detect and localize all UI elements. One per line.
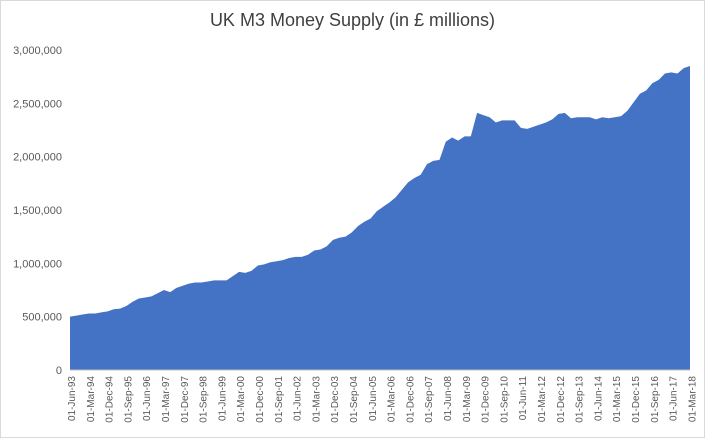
plot-area [70,66,690,370]
x-tick-label: 01-Jun-08 [443,376,454,421]
y-tick-label: 500,000 [22,312,62,324]
x-tick-label: 01-Jun-99 [217,376,228,421]
x-tick-label: 01-Sep-01 [274,376,285,423]
y-tick-label: 1,000,000 [13,258,62,270]
x-tick-label: 01-Jun-14 [593,376,604,421]
x-tick-label: 01-Mar-12 [537,376,548,423]
x-tick-label: 01-Mar-09 [462,376,473,423]
x-tick-label: 01-Sep-07 [424,376,435,423]
x-tick-label: 01-Jun-05 [368,376,379,421]
x-tick-label: 01-Mar-06 [387,376,398,423]
x-tick-label: 01-Dec-06 [405,376,416,423]
x-tick-label: 01-Mar-15 [612,376,623,423]
x-tick-label: 01-Sep-10 [499,376,510,423]
x-tick-label: 01-Sep-16 [650,376,661,423]
y-tick-label: 0 [56,365,62,377]
x-tick-label: 01-Sep-98 [199,376,210,423]
x-tick-label: 01-Dec-12 [556,376,567,423]
x-tick-label: 01-Jun-11 [518,376,529,421]
x-tick-label: 01-Mar-18 [687,376,698,423]
chart-title: UK M3 Money Supply (in £ millions) [209,10,496,30]
y-axis: 0 500,000 1,000,000 1,500,000 2,000,000 2,500… [13,45,62,377]
x-tick-label: 01-Jun-17 [669,376,680,421]
x-tick-label: 01-Mar-97 [161,376,172,423]
x-tick-label: 01-Dec-00 [255,376,266,423]
x-tick-label: 01-Sep-95 [123,376,134,423]
x-tick-label: 01-Dec-15 [631,376,642,423]
x-tick-label: 01-Mar-03 [311,376,322,423]
x-tick-label: 01-Sep-13 [575,376,586,423]
y-tick-label: 2,000,000 [13,152,62,164]
x-tick-label: 01-Jun-02 [293,376,304,421]
x-tick-label: 01-Mar-94 [86,376,97,423]
y-tick-label: 3,000,000 [13,45,62,57]
x-tick-label: 01-Dec-97 [180,376,191,423]
x-tick-label: 01-Sep-04 [349,376,360,423]
x-tick-label: 01-Dec-03 [330,376,341,423]
y-tick-label: 2,500,000 [13,98,62,110]
x-tick-label: 01-Jun-93 [67,376,78,421]
x-tick-label: 01-Dec-09 [481,376,492,423]
series-area [70,66,690,370]
y-tick-label: 1,500,000 [13,205,62,217]
x-tick-label: 01-Mar-00 [236,376,247,423]
x-axis: 01-Jun-93 01-Mar-94 01-Dec-94 01-Sep-95 01-J… [67,369,698,423]
x-tick-label: 01-Dec-94 [105,376,116,423]
x-tick-label: 01-Jun-96 [142,376,153,421]
